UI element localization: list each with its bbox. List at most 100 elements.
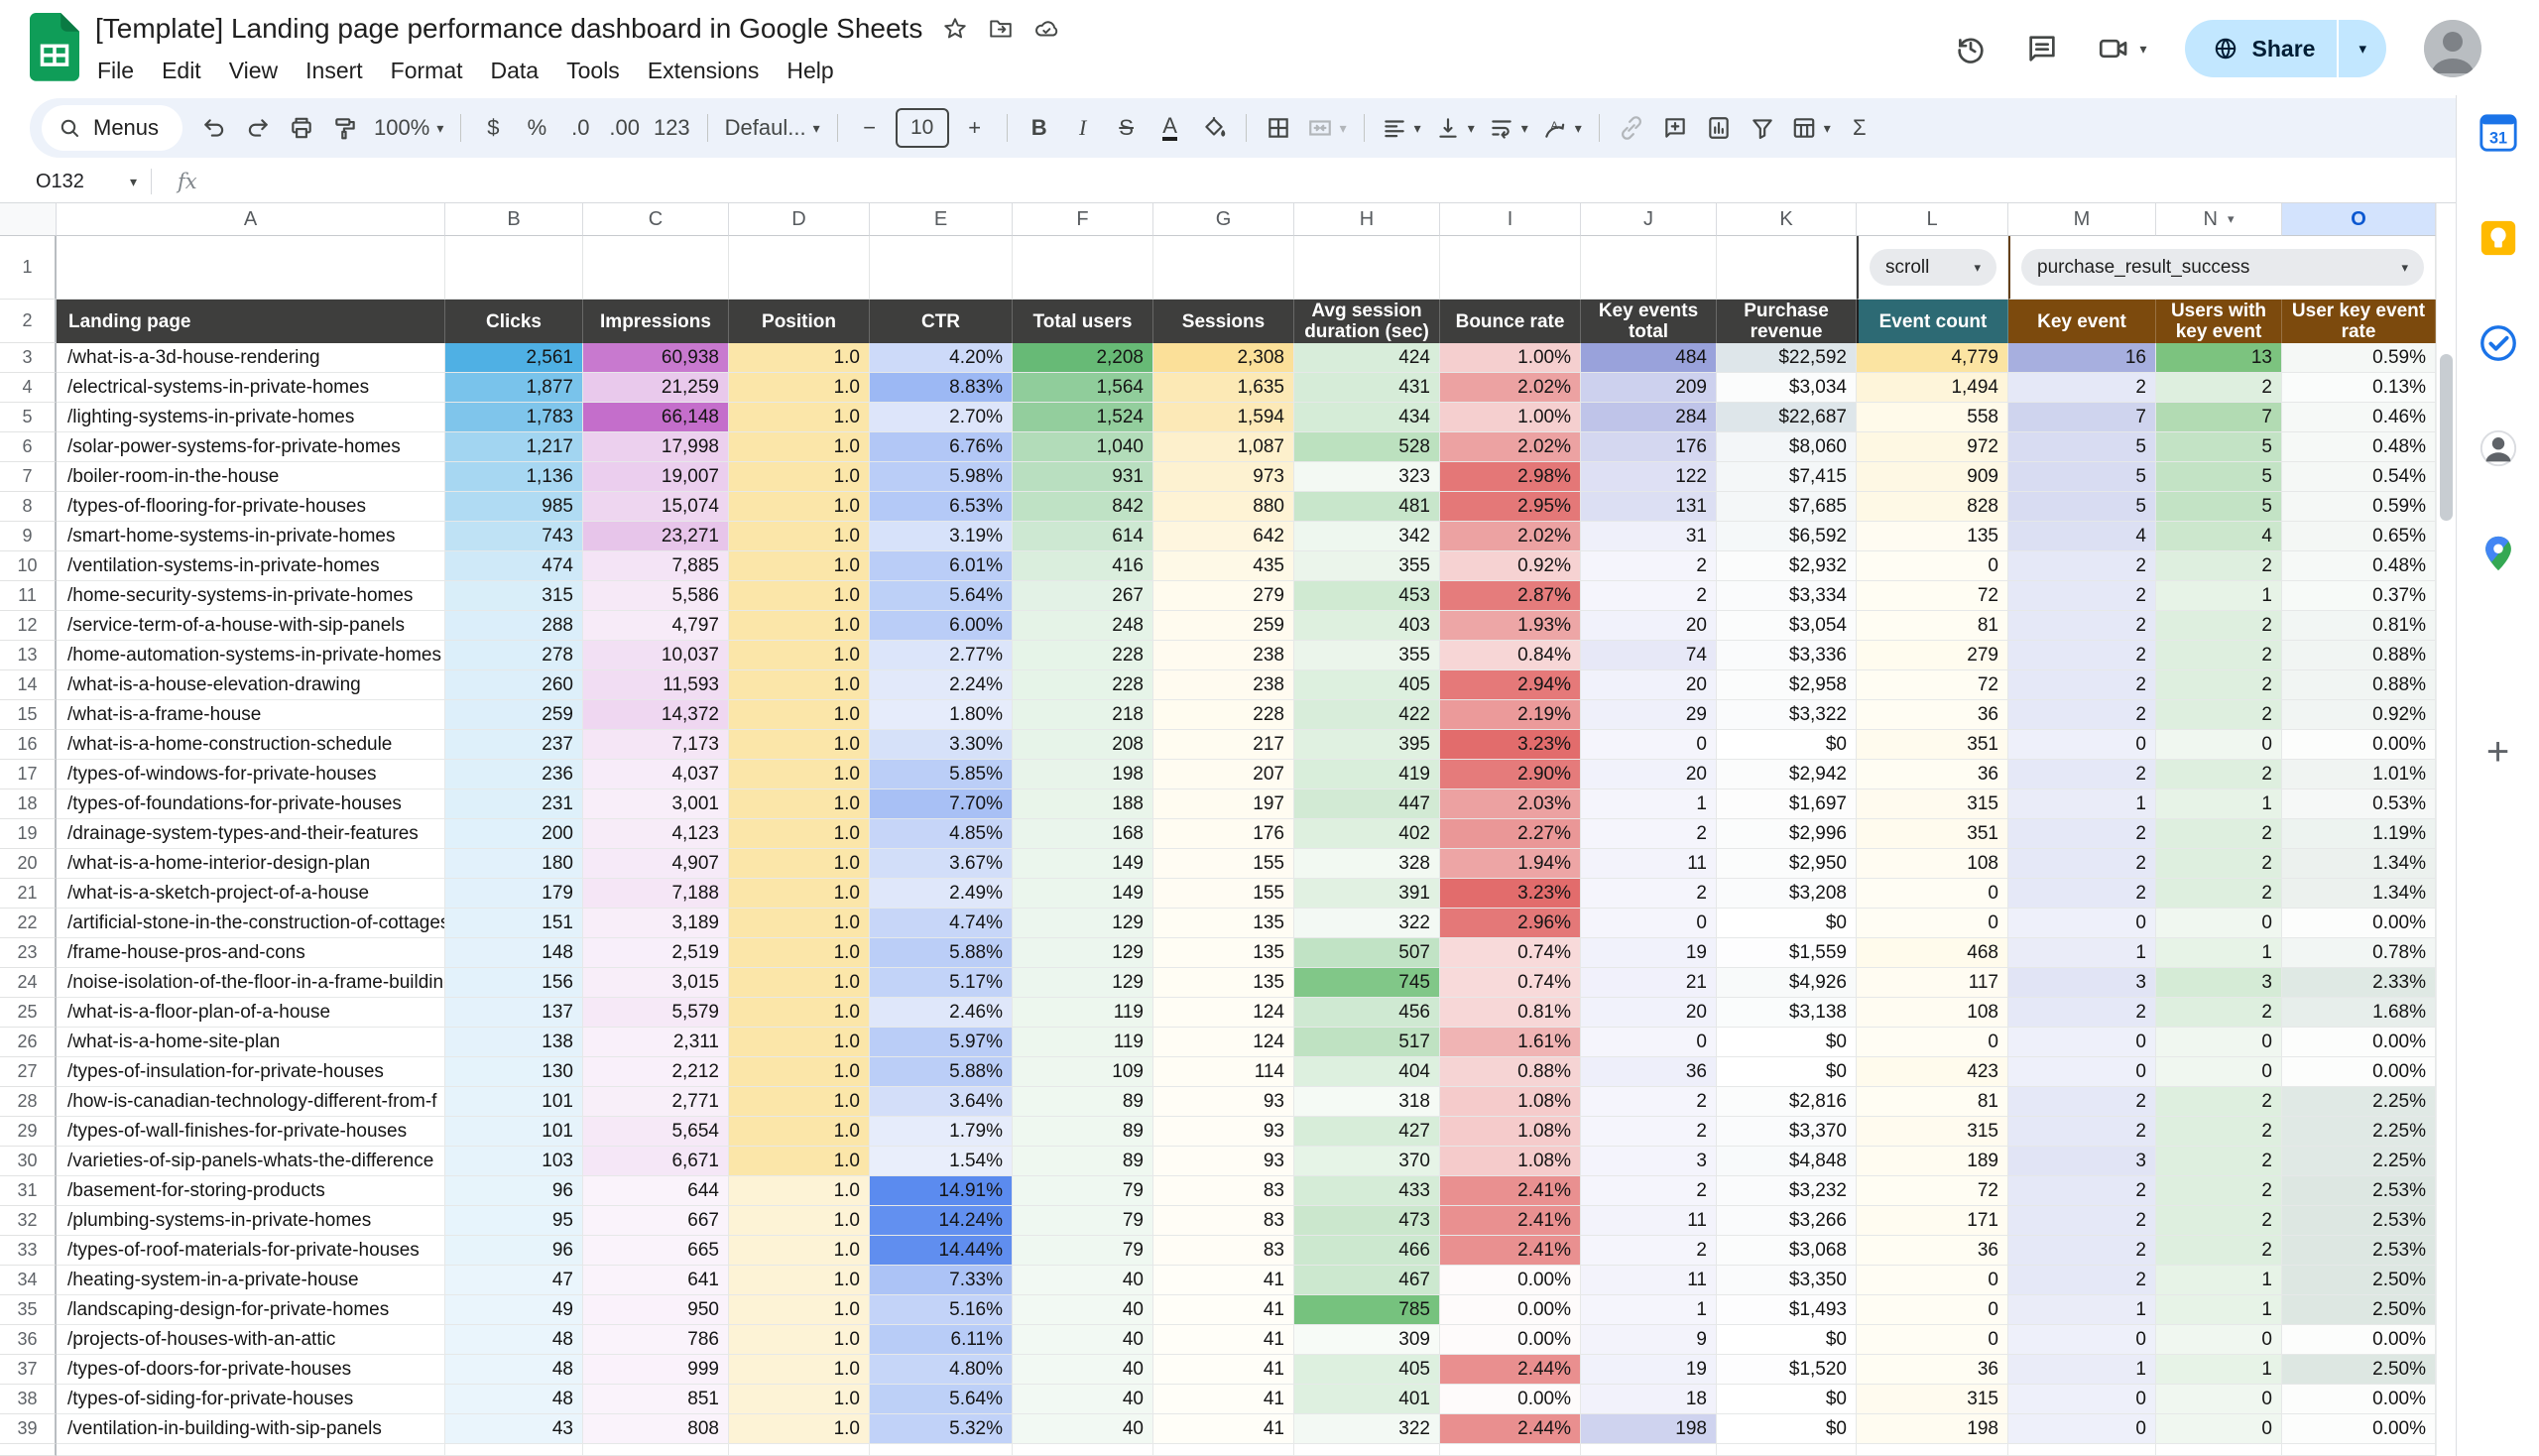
cell-O11[interactable]: 0.37% <box>2282 581 2436 611</box>
text-wrap-button[interactable]: ▾ <box>1482 105 1535 151</box>
cell-E12[interactable]: 6.00% <box>870 611 1013 641</box>
cell-D20[interactable]: 1.0 <box>729 849 870 879</box>
cell-E34[interactable]: 7.33% <box>870 1266 1013 1295</box>
menu-item-extensions[interactable]: Extensions <box>647 58 760 83</box>
cell-B32[interactable]: 95 <box>445 1206 583 1236</box>
move-folder-icon[interactable] <box>988 16 1014 42</box>
cell-L15[interactable]: 36 <box>1857 700 2008 730</box>
cell-D9[interactable]: 1.0 <box>729 522 870 551</box>
cell-O7[interactable]: 0.54% <box>2282 462 2436 492</box>
cell-K5[interactable]: $22,687 <box>1717 403 1857 432</box>
cell-K8[interactable]: $7,685 <box>1717 492 1857 522</box>
cell-I37[interactable]: 2.44% <box>1440 1355 1581 1385</box>
cell-G17[interactable]: 207 <box>1153 760 1294 789</box>
cell-I33[interactable]: 2.41% <box>1440 1236 1581 1266</box>
cell-M32[interactable]: 2 <box>2008 1206 2156 1236</box>
cell-L1[interactable]: scroll ▾ <box>1857 236 2008 300</box>
cell-F22[interactable]: 129 <box>1013 909 1153 938</box>
cell-I20[interactable]: 1.94% <box>1440 849 1581 879</box>
cell-H34[interactable]: 467 <box>1294 1266 1440 1295</box>
cell-L35[interactable]: 0 <box>1857 1295 2008 1325</box>
cell-O22[interactable]: 0.00% <box>2282 909 2436 938</box>
menu-item-insert[interactable]: Insert <box>305 58 363 83</box>
row-header-14[interactable]: 14 <box>0 670 57 700</box>
cell-C10[interactable]: 7,885 <box>583 551 729 581</box>
cell-H25[interactable]: 456 <box>1294 998 1440 1028</box>
cell-I10[interactable]: 0.92% <box>1440 551 1581 581</box>
cell-D13[interactable]: 1.0 <box>729 641 870 670</box>
cell-I5[interactable]: 1.00% <box>1440 403 1581 432</box>
cell-M14[interactable]: 2 <box>2008 670 2156 700</box>
row-header-34[interactable]: 34 <box>0 1266 57 1295</box>
cell-O16[interactable]: 0.00% <box>2282 730 2436 760</box>
avatar[interactable] <box>2424 20 2481 77</box>
cell-L6[interactable]: 972 <box>1857 432 2008 462</box>
cell-J30[interactable]: 3 <box>1581 1147 1717 1176</box>
cell-D34[interactable]: 1.0 <box>729 1266 870 1295</box>
cell-G25[interactable]: 124 <box>1153 998 1294 1028</box>
cell-C4[interactable]: 21,259 <box>583 373 729 403</box>
cell-O12[interactable]: 0.81% <box>2282 611 2436 641</box>
cell-N22[interactable]: 0 <box>2156 909 2282 938</box>
row-header-22[interactable]: 22 <box>0 909 57 938</box>
cell-C14[interactable]: 11,593 <box>583 670 729 700</box>
cell-L14[interactable]: 72 <box>1857 670 2008 700</box>
cell-M21[interactable]: 2 <box>2008 879 2156 909</box>
cell-J25[interactable]: 20 <box>1581 998 1717 1028</box>
cell-J27[interactable]: 36 <box>1581 1057 1717 1087</box>
cell-I30[interactable]: 1.08% <box>1440 1147 1581 1176</box>
cell-H12[interactable]: 403 <box>1294 611 1440 641</box>
cell-G7[interactable]: 973 <box>1153 462 1294 492</box>
cell-E4[interactable]: 8.83% <box>870 373 1013 403</box>
borders-button[interactable] <box>1257 105 1300 151</box>
cell-J16[interactable]: 0 <box>1581 730 1717 760</box>
cell-D24[interactable]: 1.0 <box>729 968 870 998</box>
cell-C36[interactable]: 786 <box>583 1325 729 1355</box>
cell-F3[interactable]: 2,208 <box>1013 343 1153 373</box>
cell-N39[interactable]: 0 <box>2156 1414 2282 1444</box>
cell-H32[interactable]: 473 <box>1294 1206 1440 1236</box>
cell-E7[interactable]: 5.98% <box>870 462 1013 492</box>
column-header-d[interactable]: D <box>729 203 870 236</box>
row-header-1[interactable]: 1 <box>0 236 57 300</box>
cell-F14[interactable]: 228 <box>1013 670 1153 700</box>
row-header-33[interactable]: 33 <box>0 1236 57 1266</box>
cell-F5[interactable]: 1,524 <box>1013 403 1153 432</box>
cell-N9[interactable]: 4 <box>2156 522 2282 551</box>
cell-K19[interactable]: $2,996 <box>1717 819 1857 849</box>
cell-N19[interactable]: 2 <box>2156 819 2282 849</box>
cell-F24[interactable]: 129 <box>1013 968 1153 998</box>
cell-N23[interactable]: 1 <box>2156 938 2282 968</box>
cell-A32[interactable]: /plumbing-systems-in-private-homes <box>57 1206 445 1236</box>
cell-J31[interactable]: 2 <box>1581 1176 1717 1206</box>
cell-D28[interactable]: 1.0 <box>729 1087 870 1117</box>
cell-H8[interactable]: 481 <box>1294 492 1440 522</box>
row-header-4[interactable]: 4 <box>0 373 57 403</box>
cell-G13[interactable]: 238 <box>1153 641 1294 670</box>
comments-icon[interactable] <box>2025 32 2059 65</box>
menu-item-help[interactable]: Help <box>786 58 834 83</box>
cell-E11[interactable]: 5.64% <box>870 581 1013 611</box>
cell-O39[interactable]: 0.00% <box>2282 1414 2436 1444</box>
cell-C26[interactable]: 2,311 <box>583 1028 729 1057</box>
cell-D21[interactable]: 1.0 <box>729 879 870 909</box>
cell-H5[interactable]: 434 <box>1294 403 1440 432</box>
cell-D37[interactable]: 1.0 <box>729 1355 870 1385</box>
cell-O13[interactable]: 0.88% <box>2282 641 2436 670</box>
cell-N29[interactable]: 2 <box>2156 1117 2282 1147</box>
cell-A4[interactable]: /electrical-systems-in-private-homes <box>57 373 445 403</box>
cell-F12[interactable]: 248 <box>1013 611 1153 641</box>
cell-D14[interactable]: 1.0 <box>729 670 870 700</box>
cell-J34[interactable]: 11 <box>1581 1266 1717 1295</box>
cell-K28[interactable]: $2,816 <box>1717 1087 1857 1117</box>
cell-N31[interactable]: 2 <box>2156 1176 2282 1206</box>
cell-N11[interactable]: 1 <box>2156 581 2282 611</box>
cell-B38[interactable]: 48 <box>445 1385 583 1414</box>
cell-F11[interactable]: 267 <box>1013 581 1153 611</box>
cell-G38[interactable]: 41 <box>1153 1385 1294 1414</box>
cell-G27[interactable]: 114 <box>1153 1057 1294 1087</box>
cell-O33[interactable]: 2.53% <box>2282 1236 2436 1266</box>
cell-O18[interactable]: 0.53% <box>2282 789 2436 819</box>
cell-K27[interactable]: $0 <box>1717 1057 1857 1087</box>
cell-M11[interactable]: 2 <box>2008 581 2156 611</box>
